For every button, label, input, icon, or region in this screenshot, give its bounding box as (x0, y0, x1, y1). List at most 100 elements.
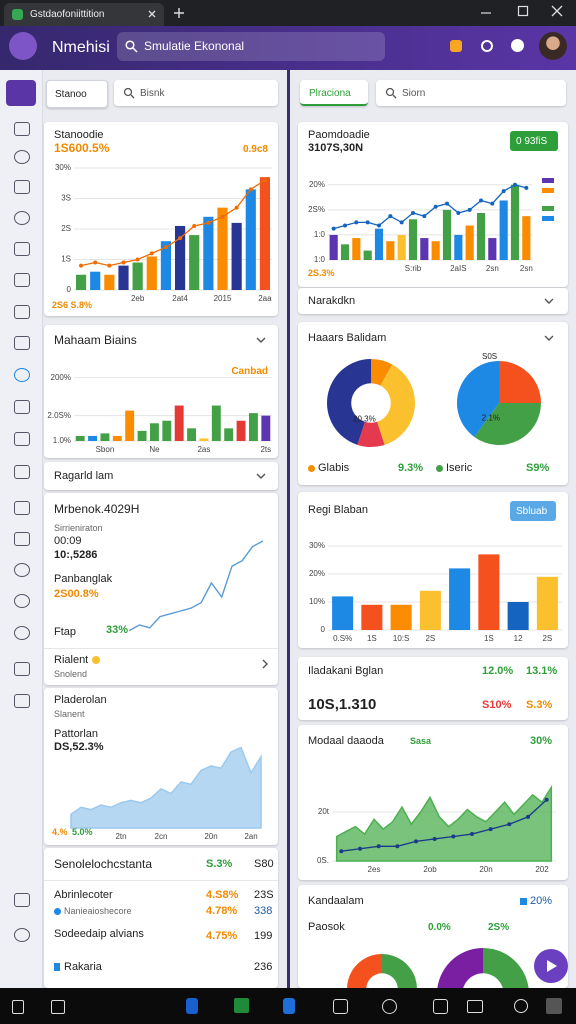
taskbar-icon[interactable] (283, 998, 295, 1014)
tray-icon[interactable] (514, 999, 528, 1013)
card: Haaars Balidam 20.3% 2.1% S0S Glabis 9.3… (298, 322, 568, 485)
footer-title: Rialent (54, 654, 89, 666)
nav-icon[interactable] (14, 626, 30, 640)
taskbar-icon[interactable] (51, 1000, 65, 1014)
tray-icon[interactable] (467, 1000, 483, 1013)
trend-dot (377, 223, 381, 228)
search-box[interactable]: Siorn (376, 80, 566, 106)
trend-dot (248, 187, 253, 192)
bar (522, 216, 531, 260)
logo[interactable] (9, 32, 37, 60)
y-tick-label: 2.0S% (47, 411, 71, 420)
nav-icon[interactable] (14, 305, 30, 319)
tag: Sasa (410, 736, 432, 746)
donut-hole (351, 383, 391, 423)
bar (104, 274, 115, 290)
nav-icon[interactable] (14, 662, 30, 676)
area (70, 746, 262, 829)
card: Kandaalam 20% Paosok 0.0% 2S% (298, 885, 568, 988)
tab-close[interactable] (148, 10, 156, 18)
new-tab[interactable] (173, 7, 185, 19)
row-name: Rakaria (64, 961, 102, 973)
activity-icon[interactable] (481, 40, 493, 52)
nav-icon[interactable] (14, 694, 30, 708)
pie-slice (327, 359, 371, 445)
bar (476, 213, 486, 260)
notification-icon[interactable] (450, 40, 462, 52)
row[interactable]: Narakdkn (298, 288, 568, 314)
tab-active[interactable]: Plraciona (300, 80, 368, 106)
nav-icon[interactable] (14, 563, 30, 577)
x-tick-label: 1S (367, 634, 377, 643)
button[interactable]: 0 93fiS (510, 131, 558, 151)
taskbar-icon[interactable] (433, 999, 448, 1014)
nav-icon[interactable] (14, 242, 30, 256)
close-window[interactable] (551, 5, 563, 17)
nav-icon[interactable] (14, 400, 30, 414)
trend-dot (422, 214, 427, 219)
x-tick-label: 2ob (423, 865, 437, 874)
nav-icon[interactable] (14, 432, 30, 446)
area-chart: 0S. 20t 2es 2ob 20n 202 (317, 784, 556, 874)
bar (162, 420, 172, 441)
nav-icon[interactable] (14, 368, 30, 382)
row-name: Nanieaioshecore (64, 906, 132, 916)
y-tick-label: 0 (67, 285, 72, 294)
donut-hole (463, 973, 503, 988)
nav-icon[interactable] (14, 594, 30, 608)
nav-icon[interactable] (14, 180, 30, 194)
x-tick-label: S:rib (405, 264, 422, 273)
minimize[interactable] (480, 7, 492, 19)
nav-icon[interactable] (14, 336, 30, 350)
chevron[interactable] (256, 337, 266, 343)
tab-active[interactable]: Stanoo (46, 80, 108, 108)
tab-bar: Gstdaofoniittition (0, 0, 576, 26)
nav-icon[interactable] (14, 928, 30, 942)
taskbar-icon[interactable] (333, 999, 348, 1014)
taskbar-icon[interactable] (186, 998, 198, 1014)
trend-dot (414, 839, 418, 844)
settings-icon[interactable] (511, 39, 524, 52)
nav-icon[interactable] (14, 465, 30, 479)
bar (146, 256, 157, 290)
divider (287, 70, 290, 988)
nav-icon[interactable] (14, 501, 30, 515)
nav-icon[interactable] (14, 532, 30, 546)
search-box[interactable]: Bisnk (114, 80, 278, 106)
nav-icon[interactable] (14, 893, 30, 907)
trend-dot (354, 220, 359, 225)
fab[interactable] (534, 949, 568, 983)
chevron[interactable] (544, 335, 554, 341)
taskbar-icon[interactable] (12, 1000, 24, 1014)
card-subtitle: Slanent (54, 709, 85, 719)
nav-home[interactable] (6, 80, 36, 106)
taskbar-icon[interactable] (234, 998, 249, 1013)
bar (361, 604, 383, 630)
nav-icon[interactable] (14, 211, 30, 225)
time: 00:09 (54, 535, 82, 547)
trend-dot (544, 797, 549, 802)
nav-icon[interactable] (14, 273, 30, 287)
taskbar-icon[interactable] (382, 999, 397, 1014)
tray-icon[interactable] (546, 998, 562, 1014)
chevron[interactable] (262, 659, 268, 669)
row[interactable]: Ragarld lam (44, 462, 278, 490)
avatar[interactable] (539, 32, 567, 60)
maximize[interactable] (517, 5, 529, 17)
badge[interactable]: Sbluab (510, 501, 556, 521)
y-tick-label: 10% (309, 597, 325, 606)
y-tick-label: 2S% (308, 205, 325, 214)
bar (75, 435, 85, 441)
bar (507, 602, 529, 630)
tab[interactable]: Gstdaofoniittition (4, 3, 164, 26)
card-title: Pladerolan (54, 694, 107, 706)
change: 5.0% (72, 827, 93, 837)
x-tick-label: 20n (479, 865, 492, 874)
search-box[interactable]: Smulatie Ekononal (117, 32, 385, 61)
nav-icon[interactable] (14, 122, 30, 136)
row-name: Sodeedaip alvians (54, 928, 144, 940)
trend-dot (479, 198, 483, 203)
nav-icon[interactable] (14, 150, 30, 164)
card-title: Regi Blaban (308, 504, 368, 516)
